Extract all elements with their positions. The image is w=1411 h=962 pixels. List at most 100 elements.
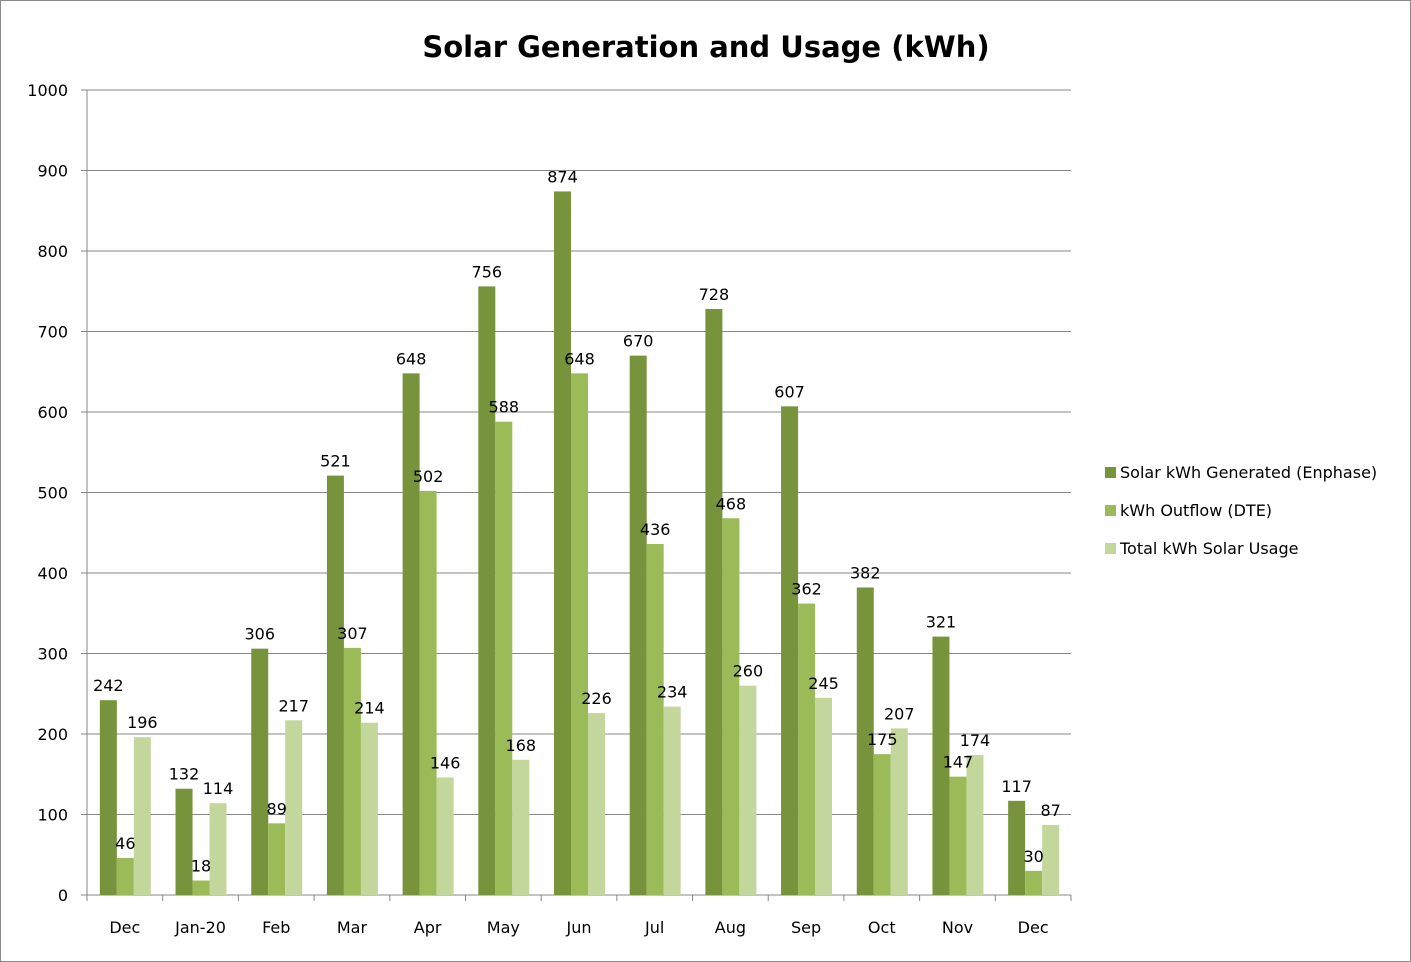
bar bbox=[705, 308, 723, 896]
data-label: 114 bbox=[203, 779, 234, 798]
bar bbox=[360, 722, 378, 895]
x-tick-label: Apr bbox=[414, 918, 442, 937]
data-label: 245 bbox=[808, 674, 839, 693]
x-tick-label: Jun bbox=[566, 918, 592, 937]
legend-label: Solar kWh Generated (Enphase) bbox=[1120, 463, 1377, 482]
bar bbox=[798, 603, 816, 895]
data-label: 168 bbox=[506, 736, 537, 755]
y-tick-label: 800 bbox=[37, 242, 68, 261]
data-label: 242 bbox=[93, 676, 124, 695]
y-tick-label: 500 bbox=[37, 484, 68, 503]
chart-title: Solar Generation and Usage (kWh) bbox=[422, 30, 989, 64]
data-label: 382 bbox=[850, 563, 881, 582]
data-label: 146 bbox=[430, 753, 461, 772]
bar bbox=[419, 490, 437, 895]
x-tick-label: Feb bbox=[262, 918, 290, 937]
data-label: 670 bbox=[623, 332, 654, 351]
y-tick-label: 1000 bbox=[27, 81, 68, 100]
data-label: 207 bbox=[884, 704, 915, 723]
bar bbox=[1008, 800, 1026, 895]
data-label: 174 bbox=[960, 731, 991, 750]
bar bbox=[781, 406, 799, 895]
data-label: 436 bbox=[640, 520, 671, 539]
bar bbox=[209, 803, 227, 895]
y-tick-label: 100 bbox=[37, 806, 68, 825]
y-tick-label: 300 bbox=[37, 645, 68, 664]
data-label: 362 bbox=[791, 580, 822, 599]
legend-swatch bbox=[1105, 543, 1116, 554]
data-label: 175 bbox=[867, 730, 898, 749]
data-label: 874 bbox=[547, 167, 578, 186]
y-tick-label: 400 bbox=[37, 564, 68, 583]
data-label: 217 bbox=[278, 696, 309, 715]
bar bbox=[343, 647, 361, 895]
axes: 0 100 200 300 400 500 600 700 800 900 1000 Dec Jan-2… bbox=[27, 81, 1072, 937]
bar bbox=[815, 697, 833, 895]
bar bbox=[268, 823, 286, 895]
data-label: 521 bbox=[320, 452, 351, 471]
bar bbox=[326, 475, 344, 895]
x-tick-label: Jul bbox=[644, 918, 664, 937]
bar bbox=[175, 788, 193, 895]
bar bbox=[856, 587, 874, 895]
data-label: 728 bbox=[699, 285, 730, 304]
y-tick-label: 700 bbox=[37, 323, 68, 342]
data-label: 226 bbox=[581, 689, 612, 708]
data-label: 18 bbox=[191, 857, 211, 876]
bar bbox=[436, 777, 454, 895]
bar bbox=[495, 421, 513, 895]
legend-label: Total kWh Solar Usage bbox=[1119, 539, 1298, 558]
bar bbox=[285, 720, 303, 895]
x-tick-label: Dec bbox=[1018, 918, 1049, 937]
data-label: 502 bbox=[413, 467, 444, 486]
y-tick-label: 900 bbox=[37, 162, 68, 181]
x-tick-label: Aug bbox=[715, 918, 746, 937]
x-tick-label: Mar bbox=[337, 918, 368, 937]
bars bbox=[99, 191, 1060, 896]
data-label: 648 bbox=[564, 349, 595, 368]
y-tick-label: 600 bbox=[37, 403, 68, 422]
x-tick-label: Sep bbox=[791, 918, 821, 937]
data-label: 588 bbox=[489, 398, 520, 417]
data-label: 214 bbox=[354, 699, 385, 718]
bar bbox=[949, 776, 967, 895]
data-label: 321 bbox=[926, 613, 957, 632]
y-tick-label: 0 bbox=[58, 886, 68, 905]
data-label: 89 bbox=[267, 799, 287, 818]
data-label: 46 bbox=[115, 834, 135, 853]
bar bbox=[588, 713, 605, 895]
legend-label: kWh Outflow (DTE) bbox=[1120, 501, 1272, 520]
bar bbox=[890, 728, 908, 895]
data-label: 87 bbox=[1040, 801, 1060, 820]
bar bbox=[646, 544, 664, 895]
data-label: 30 bbox=[1023, 847, 1043, 866]
x-tick-label: Nov bbox=[942, 918, 973, 937]
y-tick-label: 200 bbox=[37, 725, 68, 744]
bar bbox=[629, 355, 647, 895]
bar bbox=[571, 373, 588, 895]
data-labels: 242 132 306 521 648 756 874 670 728 607 382 321 117 4… bbox=[93, 167, 1061, 875]
bar bbox=[722, 518, 740, 895]
x-tick-label: Oct bbox=[868, 918, 896, 937]
bar bbox=[402, 373, 420, 895]
x-tick-label: Jan-20 bbox=[174, 918, 226, 937]
data-label: 468 bbox=[716, 494, 747, 513]
data-label: 132 bbox=[169, 765, 200, 784]
bar bbox=[116, 857, 134, 895]
data-label: 307 bbox=[337, 624, 368, 643]
data-label: 147 bbox=[943, 753, 974, 772]
bar bbox=[1025, 870, 1043, 895]
data-label: 756 bbox=[472, 262, 503, 281]
bar bbox=[192, 880, 210, 895]
bar bbox=[1042, 824, 1060, 895]
x-tick-label: Dec bbox=[109, 918, 140, 937]
data-label: 648 bbox=[396, 349, 427, 368]
data-label: 607 bbox=[774, 382, 805, 401]
data-label: 306 bbox=[244, 625, 275, 644]
bar bbox=[133, 737, 151, 895]
legend: Solar kWh Generated (Enphase) kWh Outflow… bbox=[1105, 463, 1377, 558]
data-label: 260 bbox=[733, 662, 764, 681]
bar bbox=[663, 706, 681, 895]
